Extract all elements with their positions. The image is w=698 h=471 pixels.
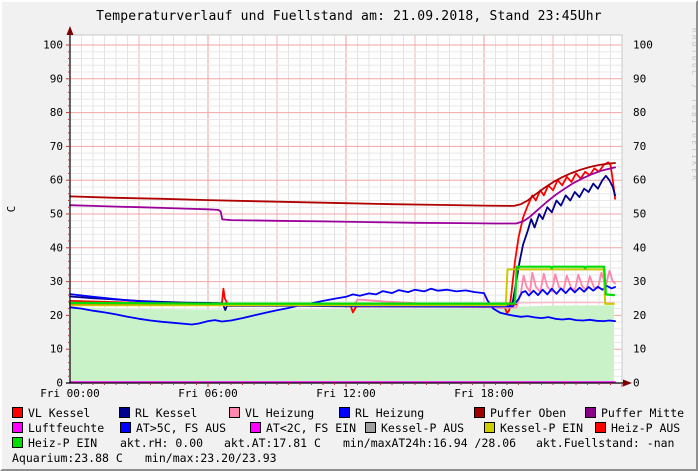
rrdtool-watermark: RRDTOOL / TOBI OETIKER <box>690 28 698 183</box>
legend-item: Puffer Oben <box>474 406 567 420</box>
legend-swatch <box>484 422 495 433</box>
y-axis-title: C <box>5 206 18 213</box>
y-tick-label-left: 40 <box>50 241 63 254</box>
legend-label: RL Kessel <box>135 406 198 420</box>
legend-label: Heiz-P EIN <box>28 436 98 450</box>
series-at <box>69 287 616 326</box>
legend-item: Heiz-P EIN <box>12 436 98 450</box>
legend-swatch <box>595 422 606 433</box>
y-tick-label-left: 20 <box>50 309 63 322</box>
y-tick-label-left: 30 <box>50 275 63 288</box>
legend-label: akt.Fuellstand: -nan <box>536 436 675 450</box>
x-tick-label: Fri 12:00 <box>316 387 376 400</box>
axis-labels: 0 0 10 10 20 20 30 30 40 40 50 50 60 60 70 70 80 80 90 90 10… <box>5 39 653 401</box>
legend-swatch <box>12 422 23 433</box>
series-puffer-mitte <box>69 166 616 225</box>
legend-item: RL Kessel <box>119 406 198 420</box>
y-tick-label-right: 50 <box>633 208 646 221</box>
legend-label: min/max:23.20/23.93 <box>145 451 277 465</box>
legend-swatch <box>250 422 261 433</box>
legend-item: Kessel-P AUS <box>365 421 465 435</box>
legend-swatch <box>119 407 130 418</box>
legend-item: Puffer Mitte <box>585 406 685 420</box>
x-tick-label: Fri 06:00 <box>178 387 238 400</box>
legend-swatch <box>120 422 131 433</box>
legend-swatch <box>339 407 350 418</box>
legend-swatch <box>365 422 376 433</box>
y-tick-label-right: 80 <box>633 106 646 119</box>
legend-item: Luftfeuchte <box>12 421 105 435</box>
y-tick-label-right: 20 <box>633 309 646 322</box>
y-tick-label-left: 60 <box>50 174 63 187</box>
legend-label: VL Heizung <box>245 406 315 420</box>
y-tick-label-left: 100 <box>43 39 63 52</box>
legend-swatch <box>12 437 23 448</box>
legend-label: VL Kessel <box>28 406 91 420</box>
legend-label: Puffer Oben <box>490 406 567 420</box>
y-axis-arrow <box>66 26 74 35</box>
axis-ticks <box>66 44 623 387</box>
legend-label: min/maxAT24h:16.94 /28.06 <box>343 436 517 450</box>
series-vl-heizung <box>69 269 616 309</box>
legend-label: RL Heizung <box>355 406 425 420</box>
legend-label: Aquarium:23.88 C <box>12 451 123 465</box>
legend-item: RL Heizung <box>339 406 425 420</box>
legend-stat: akt.rH: 0.00 <box>120 436 204 450</box>
legend-label: Luftfeuchte <box>28 421 105 435</box>
x-tick-label: Fri 18:00 <box>454 387 514 400</box>
legend-stat: Aquarium:23.88 C <box>12 451 123 465</box>
legend-swatch <box>12 407 23 418</box>
legend-swatch <box>229 407 240 418</box>
legend-stat: min/maxAT24h:16.94 /28.06 <box>343 436 517 450</box>
y-tick-label-left: 50 <box>50 208 63 221</box>
legend-label: Kessel-P EIN <box>500 421 584 435</box>
legend-label: Kessel-P AUS <box>381 421 465 435</box>
y-tick-label-left: 90 <box>50 72 63 85</box>
legend-stat: akt.Fuellstand: -nan <box>536 436 675 450</box>
chart-canvas: 0 0 10 10 20 20 30 30 40 40 50 50 60 60 70 70 80 80 90 90 10… <box>5 26 653 401</box>
y-tick-label-left: 70 <box>50 140 63 153</box>
legend-label: akt.AT:17.81 C <box>224 436 321 450</box>
series-kessel-p-ein <box>69 268 615 307</box>
legend-item: Kessel-P EIN <box>484 421 584 435</box>
legend-stat: akt.AT:17.81 C <box>224 436 321 450</box>
legend-item: AT>5C, FS AUS <box>120 421 227 435</box>
x-axis-arrow <box>623 379 632 387</box>
legend-label: akt.rH: 0.00 <box>120 436 204 450</box>
series-puffer-oben <box>69 162 616 207</box>
x-tick-label: Fri 00:00 <box>40 387 100 400</box>
series-vl-kessel <box>69 161 616 314</box>
legend-item: VL Kessel <box>12 406 91 420</box>
y-tick-label-right: 10 <box>633 343 646 356</box>
legend-label: AT>5C, FS AUS <box>136 421 227 435</box>
legend-item: Heiz-P AUS <box>595 421 681 435</box>
legend-swatch <box>474 407 485 418</box>
legend-label: Puffer Mitte <box>601 406 685 420</box>
y-tick-label-right: 30 <box>633 275 646 288</box>
y-tick-label-left: 80 <box>50 106 63 119</box>
y-tick-label-right: 60 <box>633 174 646 187</box>
legend-swatch <box>585 407 596 418</box>
area-fuellstand-area <box>70 305 614 382</box>
chart-title: Temperaturverlauf und Fuellstand am: 21.… <box>96 9 602 24</box>
y-tick-label-right: 90 <box>633 72 646 85</box>
y-tick-label-right: 100 <box>633 39 653 52</box>
legend-label: AT<2C, FS EIN <box>266 421 357 435</box>
legend-stat: min/max:23.20/23.93 <box>145 451 277 465</box>
legend-item: VL Heizung <box>229 406 315 420</box>
y-tick-label-right: 70 <box>633 140 646 153</box>
series-heiz-p-ein <box>68 265 616 305</box>
legend-item: AT<2C, FS EIN <box>250 421 357 435</box>
y-tick-label-left: 0 <box>56 377 63 390</box>
y-tick-label-right: 40 <box>633 241 646 254</box>
y-tick-label-left: 10 <box>50 343 63 356</box>
legend-label: Heiz-P AUS <box>611 421 681 435</box>
y-tick-label-right: 0 <box>633 377 640 390</box>
